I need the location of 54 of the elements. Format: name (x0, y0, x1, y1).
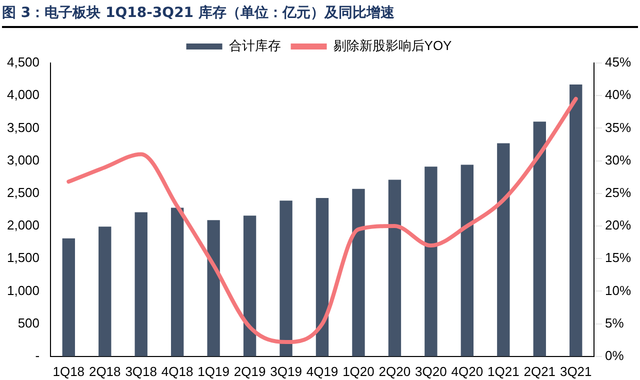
x-tick-label: 2Q20 (378, 364, 411, 379)
bar (352, 188, 365, 356)
bar (424, 166, 438, 356)
y-tick-label: 2,000 (6, 218, 40, 233)
x-tick-label: 3Q18 (125, 364, 158, 379)
x-tick-label: 3Q20 (415, 364, 447, 379)
bar (460, 164, 474, 356)
bar (533, 122, 546, 356)
y-tick-label: 3,000 (6, 152, 40, 168)
x-tick-label: 3Q19 (270, 364, 302, 379)
bar (170, 208, 184, 356)
bar (243, 216, 256, 356)
y2-tick-label: 25% (604, 184, 632, 200)
chart-title: 图 3：电子板块 1Q18-3Q21 库存（单位：亿元）及同比增速 (2, 2, 638, 28)
y2-tick-label: 15% (604, 250, 632, 266)
bar (497, 143, 510, 356)
y2-tick-label: 20% (604, 218, 632, 233)
x-tick-label: 4Q18 (161, 364, 194, 379)
line-series (66, 96, 578, 344)
y2-tick-label: 10% (604, 282, 632, 298)
x-tick-label: 2Q18 (88, 364, 121, 379)
y2-tick-label: 30% (604, 152, 632, 168)
bar (280, 200, 292, 356)
x-tick-label: 1Q20 (342, 364, 374, 379)
y-tick-label: 4,500 (6, 54, 40, 70)
y-tick-label: 500 (18, 315, 40, 330)
legend-label: 剔除新股影响后YOY (333, 38, 452, 54)
legend-label: 合计库存 (228, 38, 281, 54)
y-tick-label: 3,500 (6, 120, 40, 135)
bar (62, 238, 75, 356)
y-tick-label: - (35, 348, 40, 363)
y2-tick-label: 35% (604, 120, 632, 135)
bar (388, 180, 402, 356)
bar (134, 212, 148, 356)
bar (316, 198, 329, 356)
y-tick-label: 1,000 (6, 282, 40, 298)
x-tick-label: 2Q19 (234, 364, 266, 379)
y2-tick-label: 0% (604, 348, 624, 363)
y2-tick-label: 5% (604, 315, 624, 330)
bar (207, 220, 220, 356)
y-tick-label: 1,500 (6, 250, 40, 266)
x-tick-label: 1Q18 (52, 364, 85, 379)
bar (570, 84, 582, 356)
x-tick-label: 1Q21 (488, 364, 520, 379)
x-tick-label: 2Q21 (524, 364, 556, 379)
y2-tick-label: 40% (604, 87, 632, 102)
y-tick-label: 2,500 (6, 184, 40, 200)
y-tick-label: 4,000 (6, 87, 40, 102)
bar (98, 226, 112, 356)
y2-tick-label: 45% (604, 54, 632, 70)
x-tick-label: 4Q19 (306, 364, 338, 379)
x-tick-label: 1Q19 (198, 364, 230, 379)
x-tick-label: 4Q20 (451, 364, 484, 379)
x-tick-label: 3Q21 (560, 364, 592, 379)
